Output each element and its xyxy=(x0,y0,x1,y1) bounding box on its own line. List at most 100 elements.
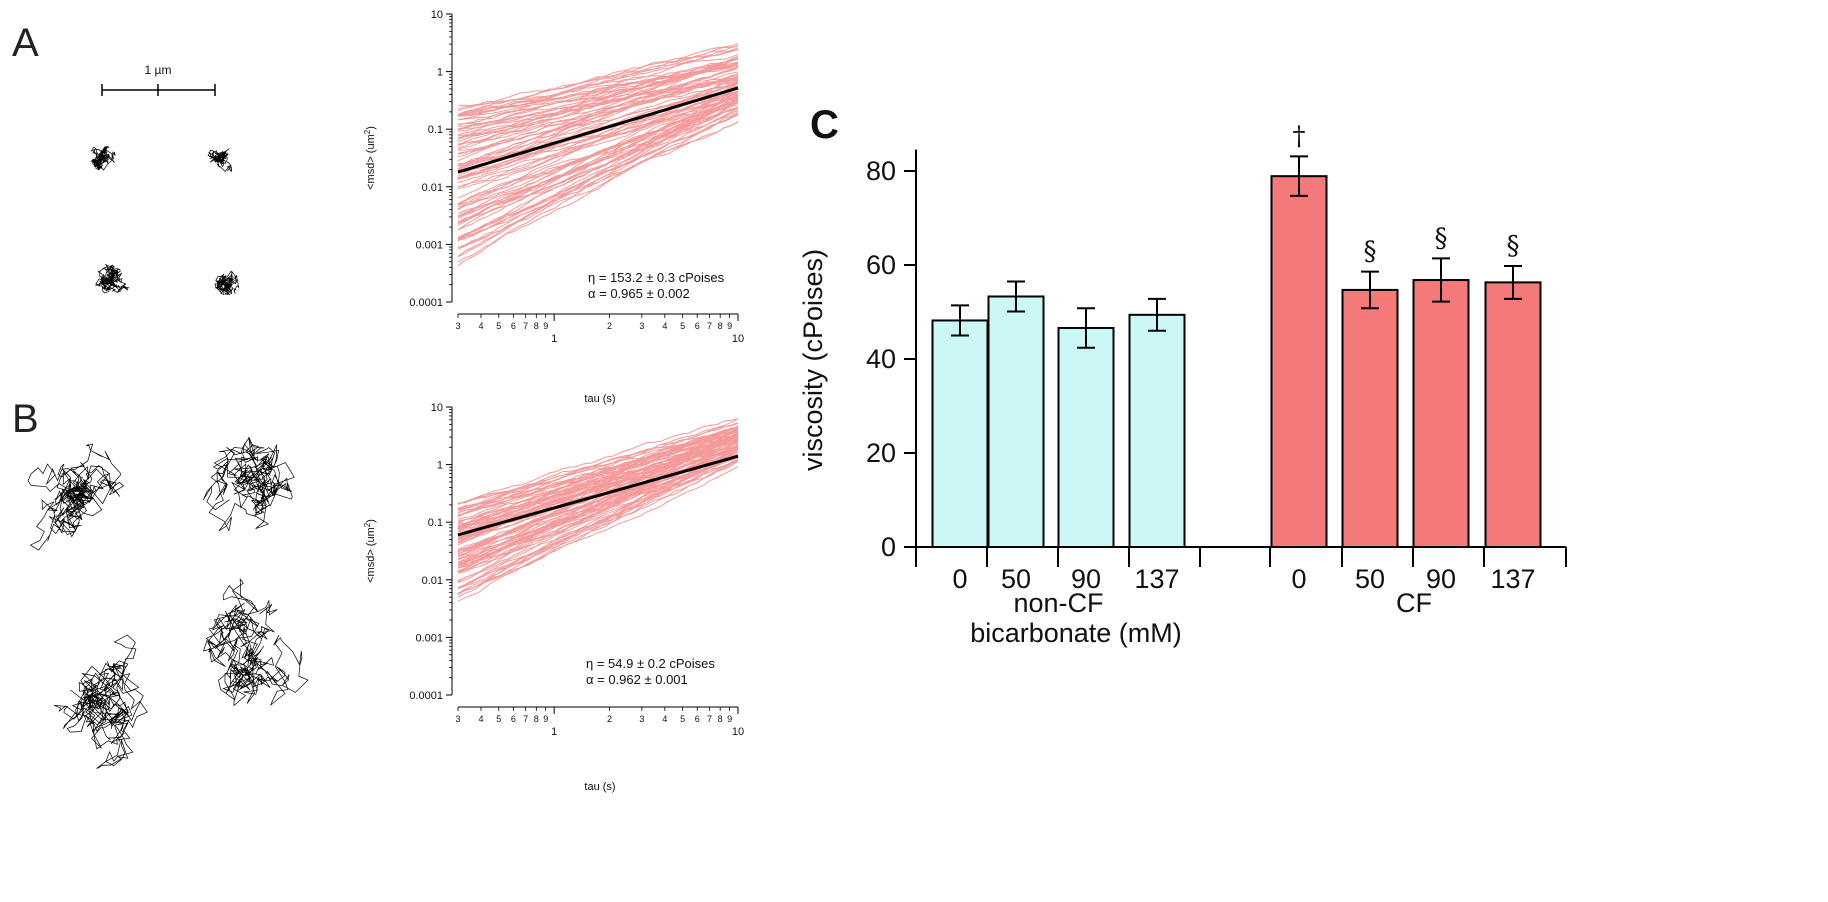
significance-mark: § xyxy=(1435,223,1448,253)
x-minor-tick-label: 6 xyxy=(695,714,700,724)
msd-trace xyxy=(457,434,739,536)
x-minor-tick-label: 9 xyxy=(727,321,732,331)
trajectory-2 xyxy=(202,436,295,532)
msd-a-xlabel: tau (s) xyxy=(584,393,615,405)
msd-b-eta: η = 54.9 ± 0.2 cPoises xyxy=(586,656,715,671)
msd-trace xyxy=(457,460,739,574)
msd-trace xyxy=(457,45,739,121)
msd-trace xyxy=(457,76,739,127)
x-minor-tick-label: 3 xyxy=(639,714,644,724)
significance-mark: † xyxy=(1293,121,1306,151)
msd-trace xyxy=(457,443,739,581)
msd-trace xyxy=(457,418,739,505)
msd-trace xyxy=(457,453,739,567)
msd-trace xyxy=(457,55,739,158)
msd-trace xyxy=(457,75,739,165)
x-minor-tick-label: 4 xyxy=(478,714,483,724)
msd-trace xyxy=(457,54,739,116)
x-minor-tick-label: 8 xyxy=(534,321,539,331)
msd-trace xyxy=(457,113,739,241)
trajectories-a xyxy=(90,145,240,296)
y-tick-label: 10 xyxy=(431,9,443,21)
scale-bar: 1 µm xyxy=(101,63,216,96)
bar-y-tick-label: 80 xyxy=(866,156,896,186)
panel-a-label: A xyxy=(12,21,39,65)
x-minor-tick-label: 9 xyxy=(543,714,548,724)
msd-trace xyxy=(457,450,739,598)
bar-y-tick-label: 60 xyxy=(866,250,896,280)
significance-mark: § xyxy=(1364,237,1377,267)
msd-trace xyxy=(457,111,739,263)
msd-trace xyxy=(457,450,739,602)
msd-trace xyxy=(457,58,739,139)
trajectory-4 xyxy=(214,270,240,296)
msd-trace xyxy=(457,459,739,594)
x-minor-tick-label: 4 xyxy=(662,321,667,331)
msd-trace xyxy=(457,457,739,595)
msd-trace xyxy=(457,112,739,250)
x-minor-tick-label: 8 xyxy=(534,714,539,724)
bar-c-xlabel: bicarbonate (mM) xyxy=(970,618,1182,648)
bar-CF-0 xyxy=(1270,175,1328,548)
msd-trace xyxy=(457,434,739,530)
y-tick-label: 0.1 xyxy=(428,517,443,529)
msd-trace xyxy=(457,446,739,551)
x-tick-label: 1 xyxy=(551,726,557,738)
msd-trace xyxy=(457,455,739,567)
x-minor-tick-label: 5 xyxy=(680,321,685,331)
y-tick-label: 1 xyxy=(437,67,443,79)
msd-trace xyxy=(457,93,739,225)
msd-trace xyxy=(457,101,739,240)
y-tick-label: 0.001 xyxy=(415,239,443,251)
y-tick-label: 0.0001 xyxy=(409,297,443,309)
trajectory-1 xyxy=(90,145,116,171)
msd-trace xyxy=(457,108,739,218)
significance-mark: § xyxy=(1507,231,1520,261)
msd-trace xyxy=(457,109,739,223)
bar-non-CF-50 xyxy=(987,295,1045,548)
msd-trace xyxy=(457,430,739,520)
bar-group-label: CF xyxy=(1396,588,1432,618)
msd-trace xyxy=(457,110,739,249)
msd-trace xyxy=(457,96,739,165)
bar-category-label: 137 xyxy=(1134,564,1179,594)
msd-trace xyxy=(457,74,739,154)
msd-b-alpha: α = 0.962 ± 0.001 xyxy=(586,672,688,687)
x-minor-tick-label: 3 xyxy=(639,321,644,331)
x-minor-tick-label: 4 xyxy=(478,321,483,331)
bar-y-tick-label: 0 xyxy=(881,532,896,562)
y-tick-label: 10 xyxy=(431,402,443,414)
msd-trace xyxy=(457,418,739,511)
msd-b-xlabel: tau (s) xyxy=(584,781,615,793)
msd-trace xyxy=(457,67,739,137)
msd-trace xyxy=(457,107,739,214)
msd-trace xyxy=(457,433,739,526)
x-minor-tick-label: 3 xyxy=(455,321,460,331)
trajectories-b xyxy=(27,436,309,769)
msd-trace xyxy=(457,57,739,140)
mean-fit-line xyxy=(457,86,739,174)
bar-y-tick-label: 20 xyxy=(866,438,896,468)
bar-category-label: 0 xyxy=(952,564,967,594)
msd-trace xyxy=(457,90,739,180)
msd-trace xyxy=(457,447,739,573)
msd-a-ylabel: <msd> (um2) xyxy=(363,126,377,190)
bar-y-tick-label: 40 xyxy=(866,344,896,374)
y-tick-label: 0.01 xyxy=(422,575,443,587)
bar-category-label: 137 xyxy=(1490,564,1535,594)
bar-CF-90 xyxy=(1412,279,1470,548)
x-minor-tick-label: 9 xyxy=(543,321,548,331)
x-minor-tick-label: 8 xyxy=(718,714,723,724)
x-minor-tick-label: 6 xyxy=(695,321,700,331)
msd-trace xyxy=(457,94,739,188)
trajectory-3 xyxy=(202,578,309,707)
bar-CF-137 xyxy=(1484,281,1542,548)
bar-category-label: 0 xyxy=(1291,564,1306,594)
x-minor-tick-label: 2 xyxy=(607,321,612,331)
bar-CF-50 xyxy=(1341,288,1399,548)
x-minor-tick-label: 7 xyxy=(707,714,712,724)
msd-a-alpha: α = 0.965 ± 0.002 xyxy=(588,286,690,301)
